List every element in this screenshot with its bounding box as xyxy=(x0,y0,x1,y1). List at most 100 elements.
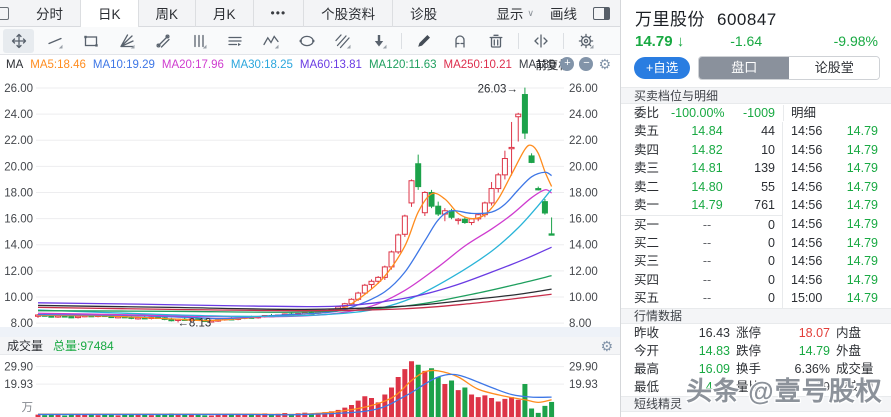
orderbook-row-卖五[interactable]: 卖五 14.84 44 xyxy=(634,124,775,138)
svg-text:16.00: 16.00 xyxy=(569,214,598,226)
tab-order-book[interactable]: 盘口 xyxy=(699,57,790,79)
trash-tool-icon[interactable] xyxy=(480,29,511,53)
ma-legend-item-3: MA20:17.96 xyxy=(161,58,224,71)
tab-1[interactable]: 分时 xyxy=(36,7,63,22)
magnet-tool-icon[interactable] xyxy=(444,29,475,53)
svg-text:8.00: 8.00 xyxy=(569,318,591,327)
tab-forum[interactable]: 论股堂 xyxy=(789,57,880,79)
candles xyxy=(35,87,555,323)
ma-line-MA120 xyxy=(37,275,552,313)
orderbook-row-买一[interactable]: 买一 -- 0 xyxy=(621,214,782,234)
svg-text:26.00: 26.00 xyxy=(569,83,598,95)
orderbook-row-卖二[interactable]: 卖二 14.80 55 xyxy=(634,179,775,194)
display-menu-button[interactable]: 显示 ∨ xyxy=(496,3,534,23)
trade-detail-row: 14:56 14.79 xyxy=(791,254,878,269)
price-annotation: 26.03→ xyxy=(478,84,518,96)
volume-chart[interactable]: 29.90 29.90 19.93 19.93 万 xyxy=(0,355,620,417)
volume-total: 总量:97484 xyxy=(53,339,114,353)
zoom-out-button[interactable]: − xyxy=(579,57,594,71)
svg-text:24.00: 24.00 xyxy=(4,109,33,121)
expand-horizontal-tool-icon[interactable] xyxy=(525,29,556,53)
svg-text:14.00: 14.00 xyxy=(4,240,33,252)
last-price: 14.79 ↓ xyxy=(635,33,685,50)
quote-buttons: +自选 盘口 论股堂 xyxy=(621,50,891,80)
pencil-tool-icon[interactable] xyxy=(408,29,439,53)
ma-lines xyxy=(37,144,553,322)
tab-6[interactable]: 个股资料 xyxy=(303,0,392,27)
volume-bars xyxy=(35,361,555,417)
weibi-value: -100.00% xyxy=(671,106,725,120)
arrow-down-tool-icon[interactable] xyxy=(363,29,394,53)
tab-7[interactable]: 诊股 xyxy=(392,0,454,27)
orderbook-row-卖三[interactable]: 卖三 14.81 139 xyxy=(634,161,775,176)
rect-tool-icon[interactable] xyxy=(75,29,106,53)
window-edge-icon xyxy=(0,6,9,20)
segment-tool-icon[interactable] xyxy=(39,29,70,53)
chart-zoom-controls: + − ⚙ xyxy=(560,57,611,71)
svg-text:22.00: 22.00 xyxy=(569,135,598,147)
candlestick-chart[interactable]: 26.00 26.00 24.00 24.00 22.00 22.00 20.00 20.00… xyxy=(0,74,620,327)
tab-5[interactable]: ••• xyxy=(252,0,304,27)
ma-legend-partial: MA180 xyxy=(518,58,556,71)
watermark: 头条 @壹号股权 xyxy=(686,376,883,406)
fan-tool-icon[interactable] xyxy=(111,29,142,53)
pane-separator[interactable] xyxy=(0,327,620,337)
settings-tool-icon[interactable] xyxy=(570,29,601,53)
tab-2[interactable]: 日K xyxy=(80,0,138,27)
toggle-sidebar-icon[interactable] xyxy=(593,6,610,20)
market-data-row: 最高 16.09 换手 6.36% 成交量 xyxy=(634,361,874,376)
period-tabs: 分时 日K 周K 月K ••• 个股资料 诊股 xyxy=(19,0,454,27)
ma-legend-item-7: MA250:10.21 xyxy=(443,58,512,71)
ma-line-MA20 xyxy=(37,189,552,318)
svg-text:24.00: 24.00 xyxy=(569,109,598,121)
volume-VOL-MA5 xyxy=(37,369,552,416)
channel-tool-icon[interactable] xyxy=(219,29,250,53)
chevron-down-icon: ∨ xyxy=(527,7,534,18)
orderbook-row-买四[interactable]: 买四 -- 0 xyxy=(634,272,775,287)
price-annotation: ←8.13 xyxy=(177,317,211,327)
tab-3[interactable]: 周K xyxy=(137,0,196,27)
volume-VOL-MA10 xyxy=(38,373,552,416)
orderbook-row-买二[interactable]: 买二 -- 0 xyxy=(634,235,775,250)
orderbook-row-买三[interactable]: 买三 -- 0 xyxy=(634,254,775,269)
trade-detail-row: 14:56 14.79 xyxy=(791,179,878,194)
chart-settings-icon[interactable]: ⚙ xyxy=(598,56,611,72)
add-watchlist-button[interactable]: +自选 xyxy=(634,57,691,79)
weibi-label: 委比 xyxy=(634,106,660,120)
market-data-grid: 昨收 16.43 涨停 18.07 内盘 今开 14.83 跌停 14.79 外盘 最高 16.09 换… xyxy=(621,324,891,396)
ma-line-MA5 xyxy=(37,144,553,322)
stock-title: 万里股份 600847 xyxy=(621,0,891,30)
move-tool-icon[interactable] xyxy=(3,28,34,53)
ellipse-tool-icon[interactable] xyxy=(291,29,322,53)
trade-detail-feed[interactable]: 14:56 14.79 14:56 14.79 14:56 14.79 14:56 14.79… xyxy=(783,122,891,308)
pitchfork-tool-icon[interactable] xyxy=(147,29,178,53)
period-tabbar: 分时 日K 周K 月K ••• 个股资料 诊股 显示 ∨ 画线 xyxy=(0,0,620,27)
down-arrow-icon: ↓ xyxy=(676,33,685,50)
vertical-lines-tool-icon[interactable] xyxy=(183,29,214,53)
ma-line-MA180 xyxy=(37,288,552,311)
tab-4[interactable]: 月K xyxy=(195,0,253,27)
ma-line-MA30 xyxy=(37,188,553,317)
ma-legend: MA MA5:18.46 MA10:19.29 MA20:17.96 MA30:18.… xyxy=(0,55,620,74)
price-axis-labels: 26.00 26.00 24.00 24.00 22.00 22.00 20.00 20.00… xyxy=(4,83,598,327)
orderbook-row-卖一[interactable]: 卖一 14.79 761 xyxy=(634,198,775,213)
price-row: 14.79 ↓ -1.64 -9.98% xyxy=(621,30,891,50)
volume-settings-icon[interactable]: ⚙ xyxy=(600,337,613,354)
svg-text:万: 万 xyxy=(22,402,34,414)
draw-line-button[interactable]: 画线 xyxy=(550,7,577,22)
parallel-lines-tool-icon[interactable] xyxy=(327,29,358,53)
orderbook-row-卖四[interactable]: 卖四 14.82 10 xyxy=(634,142,775,157)
price-change: -1.64 xyxy=(730,33,763,49)
ma-legend-item-6: MA120:11.63 xyxy=(368,58,437,71)
stock-name: 万里股份 xyxy=(635,10,705,29)
trade-detail-row: 14:56 14.79 xyxy=(791,235,878,250)
detail-column-header: 明细 xyxy=(791,106,817,120)
svg-text:14.00: 14.00 xyxy=(569,240,598,252)
orderbook-row-买五[interactable]: 买五 -- 0 xyxy=(634,291,775,306)
ma-legend-item-1: MA5:18.46 xyxy=(30,58,86,71)
svg-text:19.93: 19.93 xyxy=(569,379,598,391)
wave-tool-icon[interactable] xyxy=(255,29,286,53)
zoom-in-button[interactable]: + xyxy=(560,57,575,71)
volume-header: 成交量 总量:97484 ⚙ xyxy=(0,337,620,355)
ma-legend-prefix: MA xyxy=(6,58,24,71)
